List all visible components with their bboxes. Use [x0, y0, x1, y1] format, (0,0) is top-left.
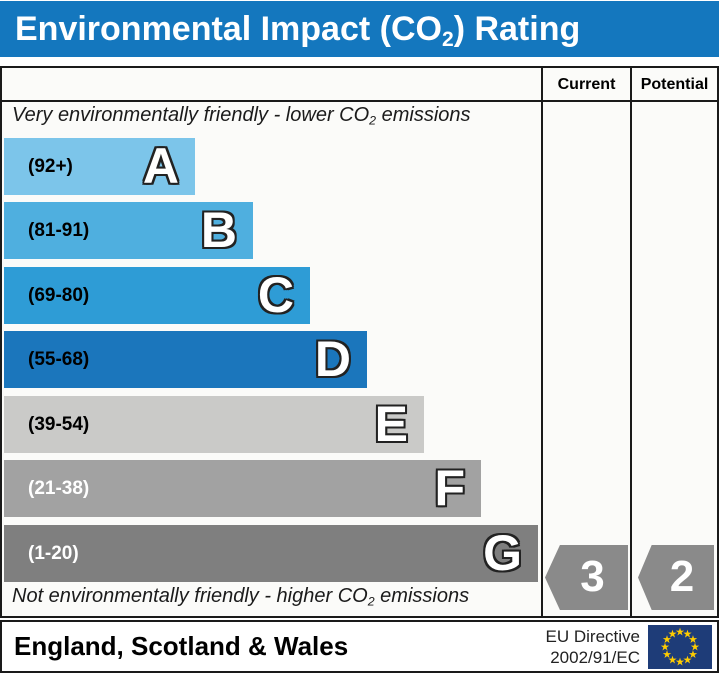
- eu-directive-label: EU Directive 2002/91/EC: [546, 626, 640, 668]
- band-c: (69-80) C: [4, 266, 310, 324]
- band-d: (55-68) D: [4, 330, 367, 388]
- page-title-text: Environmental Impact (CO: [15, 10, 442, 48]
- band-range: (21-38): [28, 478, 90, 499]
- current-rating-arrow: 3: [545, 545, 628, 610]
- bottom-note-suffix: emissions: [374, 585, 470, 607]
- band-letter: B: [200, 201, 238, 259]
- band-range: (55-68): [28, 349, 90, 370]
- column-header-potential: Potential: [640, 76, 709, 93]
- band-letter: D: [314, 330, 352, 388]
- top-note: Very environmentally friendly - lower CO…: [12, 104, 471, 127]
- rating-chart: Current Potential Very environmentally f…: [0, 66, 719, 618]
- region-label: England, Scotland & Wales: [14, 631, 349, 661]
- current-column-divider: [541, 68, 543, 616]
- rating-chart-inner: Current Potential Very environmentally f…: [2, 68, 717, 616]
- band-range: (69-80): [28, 285, 90, 306]
- potential-column-divider: [630, 68, 632, 616]
- band-letter: A: [142, 137, 180, 195]
- band-e: (39-54) E: [4, 395, 424, 453]
- band-letter: F: [433, 459, 466, 517]
- top-note-text: Very environmentally friendly - lower CO: [12, 104, 370, 126]
- header-row-divider: [2, 100, 717, 102]
- page-title-suffix: ) Rating: [453, 10, 581, 48]
- band-f: (21-38) F: [4, 459, 481, 517]
- band-range: (39-54): [28, 414, 90, 435]
- eu-directive-line2: 2002/91/EC: [550, 648, 640, 667]
- title-bar: Environmental Impact (CO2) Rating: [0, 1, 719, 57]
- band-letter: E: [374, 395, 410, 453]
- page-title: Environmental Impact (CO2) Rating: [15, 1, 580, 57]
- band-letter: C: [257, 266, 295, 324]
- bottom-note-subscript: 2: [367, 594, 375, 609]
- band-letter: G: [482, 524, 523, 582]
- band-g: (1-20) G: [4, 524, 538, 582]
- top-note-suffix: emissions: [376, 104, 471, 126]
- potential-rating-value: 2: [669, 552, 695, 601]
- eu-directive-line1: EU Directive: [545, 627, 640, 646]
- eu-flag: [648, 625, 712, 669]
- band-a: (92+) A: [4, 137, 195, 195]
- bottom-note-text: Not environmentally friendly - higher CO: [12, 585, 368, 607]
- current-rating-value: 3: [580, 552, 605, 601]
- potential-rating-arrow: 2: [638, 545, 714, 610]
- page-title-subscript: 2: [441, 27, 454, 51]
- band-range: (1-20): [28, 543, 79, 564]
- footer: England, Scotland & Wales EU Directive 2…: [0, 620, 719, 673]
- band-b: (81-91) B: [4, 201, 253, 259]
- column-header-current: Current: [557, 76, 616, 93]
- band-range: (81-91): [28, 220, 90, 241]
- bottom-note: Not environmentally friendly - higher CO…: [12, 585, 469, 608]
- top-note-subscript: 2: [369, 113, 377, 128]
- band-range: (92+): [28, 156, 73, 177]
